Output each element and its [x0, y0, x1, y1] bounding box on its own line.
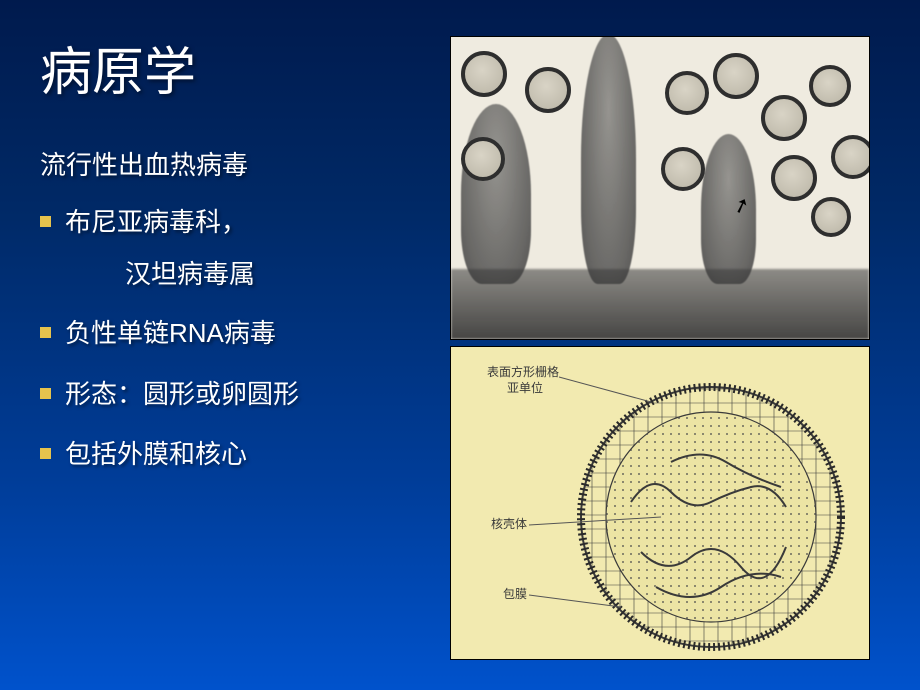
square-bullet-icon [40, 448, 51, 459]
slide-title: 病原学 [40, 30, 440, 105]
bullet-text: 形态：圆形或卵圆形 [65, 376, 299, 412]
image-column: ➚ 表面方形栅格 亚单位 核壳体 包膜 [450, 30, 880, 660]
em-protrusion [581, 36, 636, 284]
bullet-item: 负性单链RNA病毒 [40, 315, 440, 351]
virion [713, 53, 759, 99]
em-cell-surface [451, 269, 869, 339]
square-bullet-icon [40, 216, 51, 227]
virion [761, 95, 807, 141]
virion [461, 51, 507, 97]
bullet-text: 负性单链RNA病毒 [65, 315, 276, 351]
bullet-text: 布尼亚病毒科， [65, 204, 247, 240]
virion [461, 137, 505, 181]
virion [665, 71, 709, 115]
bullet-item: 包括外膜和核心 [40, 436, 440, 472]
bullet-item: 布尼亚病毒科， [40, 204, 440, 240]
slide: 病原学 流行性出血热病毒 布尼亚病毒科， 汉坦病毒属 负性单链RNA病毒 形态：… [0, 0, 920, 690]
virion [811, 197, 851, 237]
virion [661, 147, 705, 191]
bullet-item: 形态：圆形或卵圆形 [40, 376, 440, 412]
virus-schematic: 表面方形栅格 亚单位 核壳体 包膜 [450, 346, 870, 660]
square-bullet-icon [40, 388, 51, 399]
virion [809, 65, 851, 107]
em-micrograph: ➚ [450, 36, 870, 340]
square-bullet-icon [40, 327, 51, 338]
virion [525, 67, 571, 113]
bullet-indent: 汉坦病毒属 [125, 254, 440, 291]
virion [771, 155, 817, 201]
slide-subtitle: 流行性出血热病毒 [40, 145, 440, 182]
text-column: 病原学 流行性出血热病毒 布尼亚病毒科， 汉坦病毒属 负性单链RNA病毒 形态：… [40, 30, 450, 660]
virion [831, 135, 870, 179]
bullet-text: 包括外膜和核心 [65, 436, 247, 472]
em-protrusion [461, 104, 531, 284]
label-pointer-lines [451, 347, 869, 659]
